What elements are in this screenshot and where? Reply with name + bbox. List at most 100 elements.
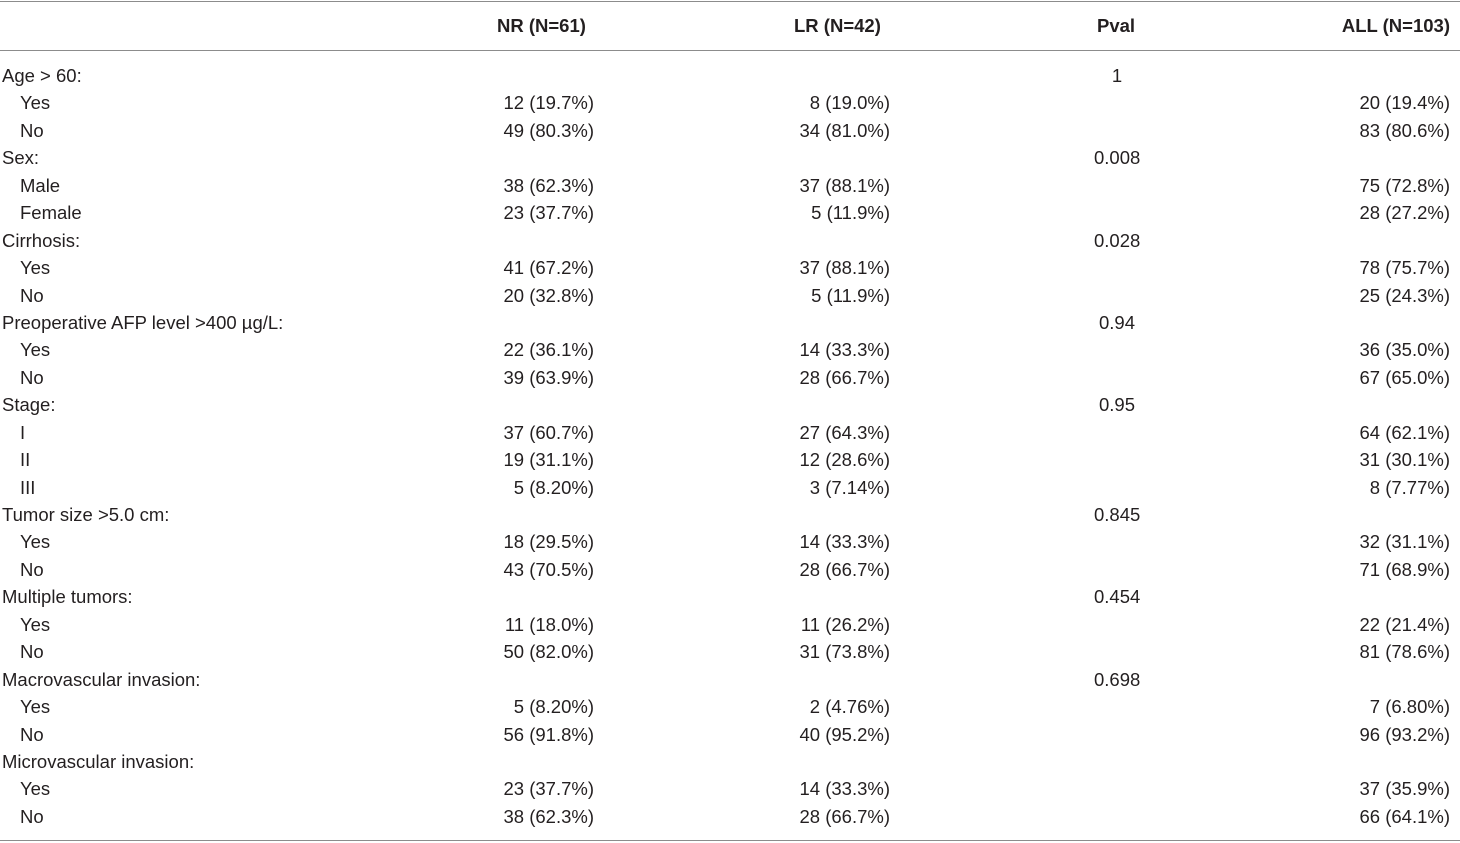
cell-all: 36 (35.0%): [1359, 339, 1451, 361]
cell-all: 66 (64.1%): [1359, 805, 1451, 827]
table-row: Yes 11 (18.0%) 11 (26.2%) 22 (21.4%): [0, 611, 1460, 638]
row-label: No: [20, 641, 44, 663]
table-row: Yes 23 (37.7%) 14 (33.3%) 37 (35.9%): [0, 775, 1460, 802]
cell-all: 71 (68.9%): [1359, 558, 1451, 580]
header-nr: NR (N=61): [497, 15, 586, 36]
cell-all: 78 (75.7%): [1359, 257, 1451, 279]
cell-pval: 0.454: [1094, 586, 1141, 608]
cell-nr: 49 (80.3%): [503, 119, 595, 141]
cell-nr: 5 (8.20%): [513, 696, 594, 718]
row-label: Yes: [20, 92, 51, 114]
header-pval: Pval: [1097, 15, 1136, 36]
table-group-row: Age > 60: 1: [0, 62, 1460, 89]
table-row: I 37 (60.7%) 27 (64.3%) 64 (62.1%): [0, 419, 1460, 446]
table-row: No 43 (70.5%) 28 (66.7%) 71 (68.9%): [0, 556, 1460, 583]
cell-nr: 50 (82.0%): [503, 641, 595, 663]
cell-lr: 2 (4.76%): [809, 696, 890, 718]
cell-lr: 3 (7.14%): [809, 476, 890, 498]
table-top-rule: [0, 1, 1460, 2]
cell-all: 81 (78.6%): [1359, 641, 1451, 663]
cell-all: 25 (24.3%): [1359, 284, 1451, 306]
table-row: III 5 (8.20%) 3 (7.14%) 8 (7.77%): [0, 474, 1460, 501]
table-row: No 38 (62.3%) 28 (66.7%) 66 (64.1%): [0, 803, 1460, 830]
cell-all: 64 (62.1%): [1359, 421, 1451, 443]
cell-lr: 5 (11.9%): [811, 202, 890, 224]
table-row: Female 23 (37.7%) 5 (11.9%) 28 (27.2%): [0, 199, 1460, 226]
row-label: Cirrhosis:: [2, 229, 81, 251]
header-all: ALL (N=103): [1341, 15, 1450, 36]
cell-all: 96 (93.2%): [1359, 723, 1451, 745]
row-label: Yes: [20, 696, 51, 718]
row-label: Preoperative AFP level >400 µg/L:: [2, 311, 284, 333]
cell-lr: 31 (73.8%): [799, 641, 891, 663]
cell-lr: 37 (88.1%): [799, 174, 891, 196]
table-row: Yes 18 (29.5%) 14 (33.3%) 32 (31.1%): [0, 528, 1460, 555]
row-label: No: [20, 366, 44, 388]
row-label: II: [20, 449, 31, 471]
table-group-row: Microvascular invasion:: [0, 748, 1460, 775]
cell-pval: 0.028: [1094, 229, 1141, 251]
cell-pval: 0.698: [1094, 668, 1141, 690]
cell-nr: 37 (60.7%): [503, 421, 595, 443]
cell-nr: 56 (91.8%): [503, 723, 595, 745]
row-label: Yes: [20, 613, 51, 635]
cell-nr: 38 (62.3%): [503, 174, 595, 196]
table-row: No 20 (32.8%) 5 (11.9%) 25 (24.3%): [0, 282, 1460, 309]
table-group-row: Stage: 0.95: [0, 391, 1460, 418]
table-group-row: Preoperative AFP level >400 µg/L: 0.94: [0, 309, 1460, 336]
row-label: Macrovascular invasion:: [2, 668, 201, 690]
cell-lr: 8 (19.0%): [809, 92, 890, 114]
cell-pval: 0.845: [1094, 504, 1141, 525]
cell-lr: 14 (33.3%): [799, 531, 891, 553]
table-group-row: Tumor size >5.0 cm: 0.845: [0, 501, 1460, 528]
cell-pval: 0.94: [1098, 311, 1135, 333]
cell-nr: 20 (32.8%): [503, 284, 595, 306]
table-row: No 56 (91.8%) 40 (95.2%) 96 (93.2%): [0, 721, 1460, 748]
row-label: Yes: [20, 339, 51, 361]
table-body: Age > 60: 1 Yes 12 (19.7%) 8 (19.0%) 20 (19.4…: [0, 62, 1460, 830]
table-bottom-rule: [0, 840, 1460, 841]
cell-all: 32 (31.1%): [1359, 531, 1451, 553]
cell-lr: 28 (66.7%): [799, 805, 891, 827]
table-group-row: Cirrhosis: 0.028: [0, 227, 1460, 254]
row-label: I: [20, 421, 26, 443]
table-row: No 39 (63.9%) 28 (66.7%) 67 (65.0%): [0, 364, 1460, 391]
table-group-row: Sex: 0.008: [0, 144, 1460, 171]
cell-lr: 11 (26.2%): [800, 613, 890, 635]
cell-nr: 23 (37.7%): [503, 202, 595, 224]
table-row: Yes 5 (8.20%) 2 (4.76%) 7 (6.80%): [0, 693, 1460, 720]
table-row: Yes 22 (36.1%) 14 (33.3%) 36 (35.0%): [0, 336, 1460, 363]
cell-nr: 19 (31.1%): [503, 449, 595, 471]
cell-all: 31 (30.1%): [1359, 449, 1451, 471]
cell-lr: 40 (95.2%): [799, 723, 891, 745]
cell-lr: 28 (66.7%): [799, 558, 891, 580]
cell-all: 83 (80.6%): [1359, 119, 1451, 141]
row-label: Sex:: [2, 147, 40, 169]
cell-lr: 37 (88.1%): [799, 257, 891, 279]
cell-all: 67 (65.0%): [1359, 366, 1451, 388]
cell-all: 7 (6.80%): [1369, 696, 1450, 718]
table-group-row: Multiple tumors: 0.454: [0, 583, 1460, 610]
table-row: No 50 (82.0%) 31 (73.8%) 81 (78.6%): [0, 638, 1460, 665]
cell-all: 8 (7.77%): [1369, 476, 1450, 498]
cell-nr: 23 (37.7%): [503, 778, 595, 800]
row-label: Tumor size >5.0 cm:: [2, 504, 170, 525]
row-label: No: [20, 119, 44, 141]
table-row: Yes 41 (67.2%) 37 (88.1%) 78 (75.7%): [0, 254, 1460, 281]
cell-all: 37 (35.9%): [1359, 778, 1451, 800]
row-label: Yes: [20, 778, 51, 800]
cell-lr: 5 (11.9%): [811, 284, 890, 306]
cell-nr: 41 (67.2%): [503, 257, 595, 279]
row-label: Male: [20, 174, 61, 196]
row-label: Multiple tumors:: [2, 586, 133, 608]
cell-nr: 5 (8.20%): [513, 476, 594, 498]
cell-lr: 14 (33.3%): [799, 778, 891, 800]
cell-nr: 18 (29.5%): [503, 531, 595, 553]
table-group-row: Macrovascular invasion: 0.698: [0, 666, 1460, 693]
cell-lr: 28 (66.7%): [799, 366, 891, 388]
cell-nr: 39 (63.9%): [503, 366, 595, 388]
cell-nr: 22 (36.1%): [503, 339, 595, 361]
header-rule: [0, 50, 1460, 51]
row-label: Yes: [20, 531, 51, 553]
